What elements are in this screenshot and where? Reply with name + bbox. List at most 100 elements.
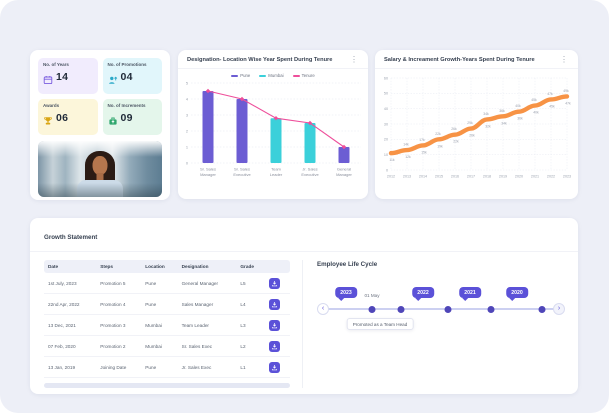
- timeline-dot[interactable]: [368, 305, 376, 313]
- column-header-date: Date: [44, 260, 97, 273]
- tenure-marker[interactable]: [307, 120, 313, 126]
- bar-jr-sales-executive[interactable]: [304, 123, 316, 163]
- timeline-dot[interactable]: [487, 305, 495, 313]
- legend-item-pune[interactable]: Pune: [231, 73, 250, 78]
- year-badge-2021[interactable]: 2021: [459, 287, 481, 301]
- svg-text:40k: 40k: [533, 111, 539, 115]
- timeline-dot[interactable]: [397, 305, 405, 313]
- stat-label: No. of Increments: [107, 103, 146, 108]
- svg-text:50: 50: [384, 92, 388, 96]
- svg-text:2016: 2016: [451, 175, 459, 179]
- trophy-icon: [43, 113, 53, 125]
- timeline-dot[interactable]: [444, 305, 452, 313]
- salary-growth-line[interactable]: [388, 94, 570, 156]
- download-icon: [271, 364, 278, 371]
- svg-text:17k: 17k: [419, 138, 425, 142]
- svg-text:Sr. Sales: Sr. Sales: [234, 167, 250, 172]
- cell-step: Promotion 3: [96, 314, 142, 336]
- kebab-menu-icon[interactable]: ⋮: [560, 55, 568, 64]
- cell-location: Mumbai: [141, 314, 178, 336]
- table-scrollbar[interactable]: [44, 383, 290, 388]
- next-arrow-icon[interactable]: ›: [553, 303, 565, 315]
- bar-sr-sales-executive[interactable]: [236, 99, 248, 163]
- download-button[interactable]: [268, 340, 280, 352]
- bar-sr-sales-manager[interactable]: [202, 91, 214, 163]
- svg-text:29k: 29k: [467, 121, 473, 125]
- year-badge-2022[interactable]: 2022: [412, 287, 434, 301]
- download-button[interactable]: [268, 361, 280, 373]
- tenure-marker[interactable]: [341, 144, 347, 150]
- legend-label: Tenure: [301, 73, 315, 78]
- cell-grade: L2: [236, 335, 265, 357]
- svg-text:40k: 40k: [515, 104, 521, 108]
- bar-team-leader[interactable]: [270, 118, 282, 163]
- legend-label: Mumbai: [268, 73, 284, 78]
- svg-text:47k: 47k: [547, 92, 553, 96]
- salary-chart: 0 10 20 30 40 50 60 2012 2013 2014 2015 2016 2017 201…: [384, 76, 571, 179]
- cell-step: Promotion 5: [96, 273, 142, 294]
- cell-date: 13 Jan, 2019: [44, 356, 97, 378]
- svg-text:2023: 2023: [563, 175, 571, 179]
- cell-location: Pune: [141, 356, 178, 378]
- svg-text:2022: 2022: [547, 175, 555, 179]
- svg-text:32k: 32k: [485, 124, 491, 128]
- year-badge-2023[interactable]: 2023: [335, 287, 357, 301]
- year-badge-2020[interactable]: 2020: [506, 287, 528, 301]
- svg-text:Executive: Executive: [233, 172, 251, 177]
- svg-text:Manager: Manager: [200, 172, 216, 177]
- tenure-marker[interactable]: [273, 116, 279, 121]
- lifecycle-title: Employee Life Cycle: [317, 261, 378, 268]
- salary-chart-card: Salary & Increament Growth-Years Spent D…: [375, 50, 578, 199]
- download-button[interactable]: [268, 277, 280, 289]
- svg-text:34k: 34k: [483, 112, 489, 116]
- event-tooltip: Promoted as a Team Head: [346, 318, 414, 330]
- column-header-designation: Designation: [177, 260, 237, 273]
- bar-general-manager[interactable]: [338, 147, 350, 163]
- cell-location: Mumbai: [141, 335, 178, 357]
- svg-text:19k: 19k: [437, 144, 443, 148]
- kebab-menu-icon[interactable]: ⋮: [350, 55, 358, 64]
- svg-text:3: 3: [186, 112, 188, 117]
- stat-tile-2: Awards 06: [38, 99, 98, 135]
- svg-text:5: 5: [186, 80, 188, 85]
- legend-label: Pune: [240, 73, 251, 78]
- designation-chart-card: Designation- Location Wise Year Spent Du…: [178, 50, 368, 199]
- column-header-action: [264, 260, 290, 273]
- svg-text:2012: 2012: [387, 175, 395, 179]
- svg-text:12k: 12k: [405, 155, 411, 159]
- svg-text:45k: 45k: [531, 98, 537, 102]
- stat-tile-3: No. of Increments 09: [102, 99, 162, 135]
- svg-text:Team: Team: [271, 167, 281, 172]
- lifecycle-timeline: ‹ › 2023 2022 2021 2020 01 May Promoted as a Te…: [315, 282, 565, 338]
- download-button[interactable]: [268, 319, 280, 331]
- prev-arrow-icon[interactable]: ‹: [317, 303, 329, 315]
- svg-text:2019: 2019: [499, 175, 507, 179]
- profile-card: No. of Years 14 No. of Promotions 04 Awards 0…: [30, 50, 170, 200]
- cell-grade: L3: [236, 314, 265, 336]
- event-date-label: 01 May: [364, 293, 380, 298]
- download-button[interactable]: [268, 298, 280, 310]
- employee-lifecycle: Employee Life Cycle ‹ › 2023 2022 2021 2020 01…: [315, 260, 565, 388]
- timeline-track: [325, 308, 556, 310]
- download-icon: [271, 301, 278, 308]
- svg-text:26k: 26k: [451, 127, 457, 131]
- legend-item-tenure[interactable]: Tenure: [292, 73, 315, 78]
- svg-text:2: 2: [186, 128, 188, 133]
- designation-chart-title: Designation- Location Wise Year Spent Du…: [187, 57, 333, 63]
- stat-value: 04: [120, 71, 133, 83]
- portrait-shirt: [77, 180, 123, 197]
- svg-text:36k: 36k: [499, 109, 505, 113]
- briefcase-up-icon: [108, 113, 118, 125]
- svg-text:2021: 2021: [531, 175, 539, 179]
- svg-text:Sr. Sales: Sr. Sales: [200, 167, 216, 172]
- stat-tile-1: No. of Promotions 04: [102, 58, 162, 94]
- svg-text:22k: 22k: [435, 132, 441, 136]
- timeline-dot[interactable]: [538, 305, 546, 313]
- legend-item-mumbai[interactable]: Mumbai: [259, 73, 284, 78]
- svg-text:2015: 2015: [435, 175, 443, 179]
- svg-text:15k: 15k: [421, 150, 427, 154]
- svg-text:49k: 49k: [563, 89, 569, 93]
- legend-swatch: [292, 74, 300, 77]
- employee-photo: [38, 141, 162, 197]
- table-row: 13 Dec, 2021 Promotion 3 Mumbai Team Leader…: [44, 314, 290, 336]
